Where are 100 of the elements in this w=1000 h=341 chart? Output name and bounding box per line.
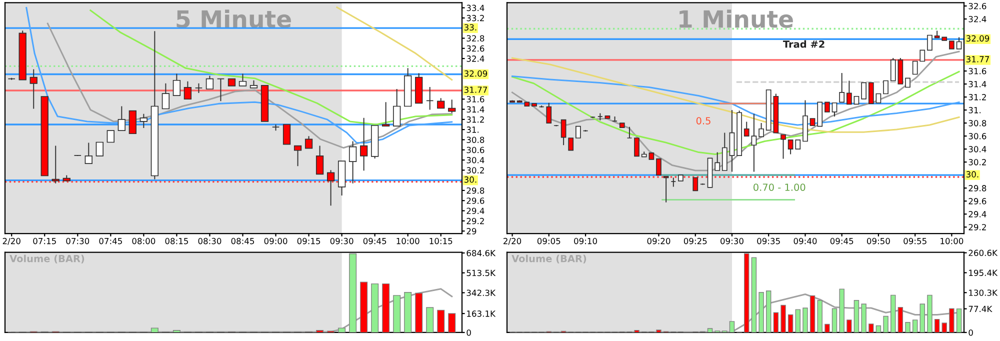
y-tick-label: 30.8 <box>968 120 986 126</box>
candlestick <box>729 110 735 172</box>
candlestick <box>868 82 874 104</box>
x-tick-label: 08:15 <box>165 238 188 244</box>
y-tick-label: 33.4 <box>466 4 484 12</box>
candlestick <box>876 93 882 104</box>
line-series <box>512 70 960 156</box>
ref-line-label: 30. <box>966 171 978 178</box>
y-tick-label: 30.6 <box>968 133 986 140</box>
y-tick-label: 684.6K <box>466 250 496 256</box>
bar <box>634 330 640 332</box>
candlestick <box>282 124 291 145</box>
x-tick-label: 10:15 <box>430 238 452 244</box>
y-tick-label: 31.6 <box>466 96 484 102</box>
candlestick <box>927 34 932 51</box>
y-tick-label: 29.4 <box>968 211 986 218</box>
x-tick-label: 07:45 <box>99 238 122 244</box>
bar <box>949 308 954 332</box>
annotation: 0.5 <box>696 117 710 124</box>
bar <box>802 308 808 332</box>
candlestick <box>758 122 764 138</box>
candlestick <box>426 86 434 110</box>
y-tick-label: 29.6 <box>968 198 986 204</box>
candlestick <box>30 68 38 110</box>
bar <box>883 316 888 332</box>
candlestick <box>206 75 214 90</box>
chart-title: 1 Minute <box>680 10 793 28</box>
candlestick <box>576 126 581 138</box>
line-series <box>512 75 960 126</box>
bar <box>927 294 932 332</box>
y-tick-label: 31. <box>968 107 981 114</box>
bar <box>854 300 860 332</box>
x-tick-label: 09:25 <box>684 238 707 244</box>
y-tick-label: 29.8 <box>466 187 484 194</box>
line-series <box>336 6 453 81</box>
x-tick-label: 08:45 <box>231 238 254 244</box>
candlestick <box>360 117 368 172</box>
x-tick-label: 10:00 <box>396 238 420 244</box>
ref-line-label: 31.77 <box>966 56 989 62</box>
line-series <box>512 57 960 133</box>
bar <box>846 320 852 332</box>
chart-title: Volume (BAR) <box>512 254 586 264</box>
y-tick-label: 342.3K <box>466 290 496 296</box>
bar <box>942 322 947 332</box>
y-tick-label: 31. <box>466 126 479 133</box>
x-tick-label: 09:50 <box>866 238 890 244</box>
x-tick-label: 09:10 <box>574 238 597 244</box>
x-tick-label: 09:40 <box>794 238 817 244</box>
candlestick <box>304 136 313 149</box>
bar <box>656 330 662 332</box>
candlestick <box>106 130 114 143</box>
candlestick <box>184 80 192 100</box>
candlestick <box>832 102 838 118</box>
y-tick-label: 30.8 <box>466 136 484 144</box>
candlestick <box>348 140 357 184</box>
candlestick <box>744 121 750 137</box>
annotation: 0.70 - 1.00 <box>754 184 806 191</box>
x-tick-label: 09:45 <box>363 238 386 244</box>
bar <box>393 295 401 332</box>
y-tick-label: 30.2 <box>466 167 484 174</box>
bar <box>905 322 910 332</box>
candlestick <box>780 134 786 160</box>
bar <box>707 328 713 332</box>
y-tick-label: 32.4 <box>968 16 986 22</box>
bar <box>729 321 735 332</box>
y-tick-label: 31.2 <box>466 116 484 123</box>
y-tick-label: 195.4K <box>969 270 998 276</box>
candlestick <box>172 73 181 96</box>
x-tick-label: 08:30 <box>198 238 222 244</box>
bar <box>437 310 445 332</box>
bar <box>788 314 794 332</box>
bar <box>795 309 801 332</box>
annotation: Trad #2 <box>783 40 824 48</box>
x-tick-label: 07:30 <box>66 238 90 244</box>
bar <box>349 253 357 332</box>
candlestick <box>382 102 390 127</box>
y-tick-label: 31.2 <box>968 94 986 100</box>
line-series <box>90 10 453 126</box>
bar <box>415 292 423 332</box>
x-tick-label: 09:45 <box>830 238 854 244</box>
x-tick-label: 2/20 <box>2 238 20 245</box>
candlestick <box>751 113 757 172</box>
bar <box>773 312 779 332</box>
y-tick-label: 31.4 <box>968 80 986 88</box>
candlestick <box>84 142 92 164</box>
line-series <box>10 288 453 332</box>
y-tick-label: 163.1K <box>467 310 496 317</box>
candlestick <box>839 72 845 103</box>
bar <box>956 308 962 332</box>
bar <box>426 307 434 332</box>
candlestick <box>546 102 552 124</box>
bar <box>934 318 940 332</box>
chart-title: 5 Minute <box>176 10 291 28</box>
candlestick <box>824 102 830 112</box>
candlestick <box>294 145 302 167</box>
y-tick-label: 30.6 <box>466 146 484 154</box>
candlestick <box>670 177 676 188</box>
y-tick-label: 130.3K <box>969 290 998 296</box>
bar <box>751 257 757 332</box>
candlestick <box>393 88 401 127</box>
